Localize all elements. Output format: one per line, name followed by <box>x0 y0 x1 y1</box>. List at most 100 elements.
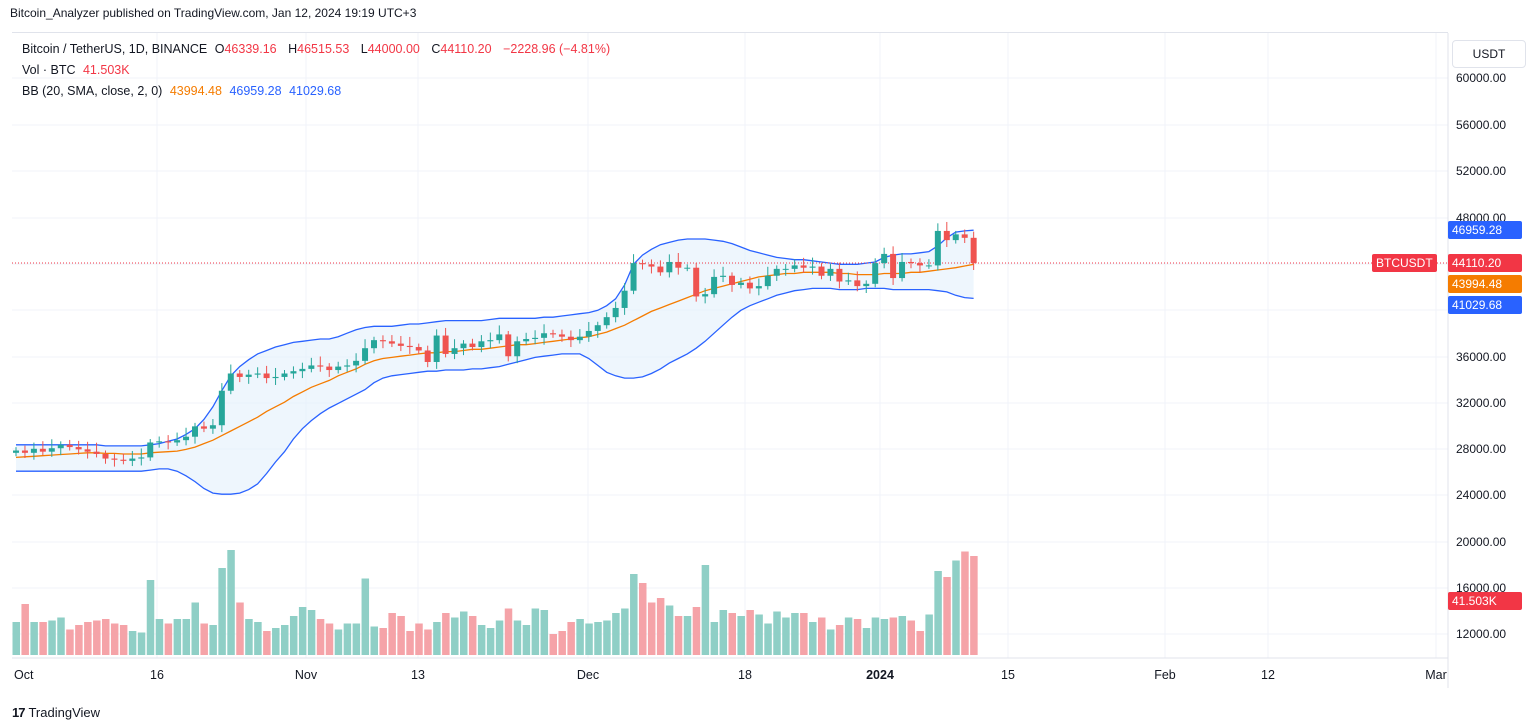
candle-body <box>952 234 959 241</box>
volume-bar <box>755 614 763 655</box>
price-tick-label: 32000.00 <box>1456 396 1506 410</box>
volume-bar <box>102 619 110 655</box>
legend-bb-label[interactable]: BB (20, SMA, close, 2, 0) <box>22 84 163 98</box>
volume-bar <box>701 565 710 655</box>
volume-bar <box>155 619 164 655</box>
candle-body <box>111 458 118 460</box>
time-tick-label: 15 <box>1001 668 1015 682</box>
candle-body <box>872 263 879 284</box>
candle-body <box>353 360 360 366</box>
candle-body <box>379 340 386 342</box>
last-price-tag: 44110.20 <box>1448 254 1522 272</box>
time-tick-label: Feb <box>1154 668 1176 682</box>
candle-body <box>827 268 834 276</box>
price-tick-label: 16000.00 <box>1456 581 1506 595</box>
candle-body <box>227 373 234 391</box>
time-tick-label: Oct <box>14 668 34 682</box>
candle-body <box>75 447 82 450</box>
time-tick-label: Dec <box>577 668 599 682</box>
legend-vol-label[interactable]: Vol · BTC <box>22 63 76 77</box>
candle-body <box>523 338 530 342</box>
candle-body <box>281 373 288 377</box>
candle-body <box>317 365 324 367</box>
volume-bar <box>683 616 692 655</box>
volume-bar <box>12 622 20 655</box>
volume-bar <box>549 634 557 655</box>
candle-body <box>460 343 467 349</box>
volume-bar <box>451 617 459 655</box>
candle-body <box>487 340 494 342</box>
volume-bar <box>460 611 468 655</box>
volume-bar <box>818 617 826 655</box>
price-tick-label: 20000.00 <box>1456 535 1506 549</box>
volume-bar <box>639 583 647 655</box>
volume-bar <box>433 622 441 655</box>
candle-body <box>702 294 709 297</box>
volume-bar <box>809 622 817 655</box>
volume-bar <box>594 622 602 655</box>
volume-bar <box>48 620 56 655</box>
legend-o-label: O <box>214 42 225 56</box>
volume-bar <box>137 632 146 655</box>
volume-bar <box>254 622 262 655</box>
candle-body <box>532 337 539 339</box>
volume-bar <box>477 625 486 655</box>
candle-body <box>943 230 950 241</box>
volume-bar <box>200 623 208 655</box>
candle-body <box>639 263 646 265</box>
volume-bar <box>388 613 396 655</box>
legend-c-label: C <box>431 42 441 56</box>
volume-bar <box>182 619 191 655</box>
candle-body <box>192 426 198 437</box>
footer-brand[interactable]: TradingView <box>28 705 101 720</box>
candle-body <box>57 444 64 449</box>
volume-bar <box>128 631 137 655</box>
volume-bar <box>164 623 173 655</box>
candle-body <box>406 345 413 348</box>
candle-body <box>809 266 816 268</box>
tradingview-logo-icon[interactable]: 17 <box>12 705 26 720</box>
currency-unit-button[interactable]: USDT <box>1452 40 1526 68</box>
candle-body <box>66 444 73 448</box>
candle-body <box>362 348 369 361</box>
candle-body <box>621 290 628 308</box>
candle-body <box>84 449 91 452</box>
volume-bar <box>880 619 889 655</box>
candle-body <box>326 366 333 371</box>
candle-body <box>737 282 744 285</box>
volume-bar <box>191 602 199 655</box>
volume-bar <box>656 598 665 655</box>
candle-body <box>183 436 190 441</box>
volume-bar <box>844 617 853 655</box>
candle-body <box>845 280 852 282</box>
candle-body <box>209 425 216 429</box>
candle-body <box>442 335 449 354</box>
volume-bar <box>442 613 450 655</box>
candle-body <box>138 457 145 459</box>
candle-body <box>48 448 55 452</box>
legend-bb: BB (20, SMA, close, 2, 0) 43994.48 46959… <box>22 84 345 98</box>
volume-bar <box>943 577 951 655</box>
legend-open: 46339.16 <box>224 42 277 56</box>
legend-symbol[interactable]: Bitcoin / TetherUS, 1D, BINANCE <box>22 42 208 56</box>
candle-body <box>505 334 512 357</box>
volume-bar <box>773 611 781 655</box>
volume-bar <box>647 602 656 655</box>
candle-body <box>200 426 207 429</box>
volume-bar <box>746 610 754 655</box>
candle-body <box>630 263 637 291</box>
volume-bar <box>66 629 74 655</box>
volume-bar <box>93 620 101 655</box>
volume-bar <box>674 616 683 655</box>
candle-body <box>254 373 261 375</box>
volume-bar <box>110 623 119 655</box>
volume-bar <box>826 629 835 655</box>
time-tick-label: 16 <box>150 668 164 682</box>
volume-bar <box>791 613 799 655</box>
volume-bar <box>218 568 226 655</box>
volume-bar <box>495 620 504 655</box>
candle-body <box>147 442 154 458</box>
candle-body <box>129 458 136 461</box>
candle-body <box>818 266 825 276</box>
